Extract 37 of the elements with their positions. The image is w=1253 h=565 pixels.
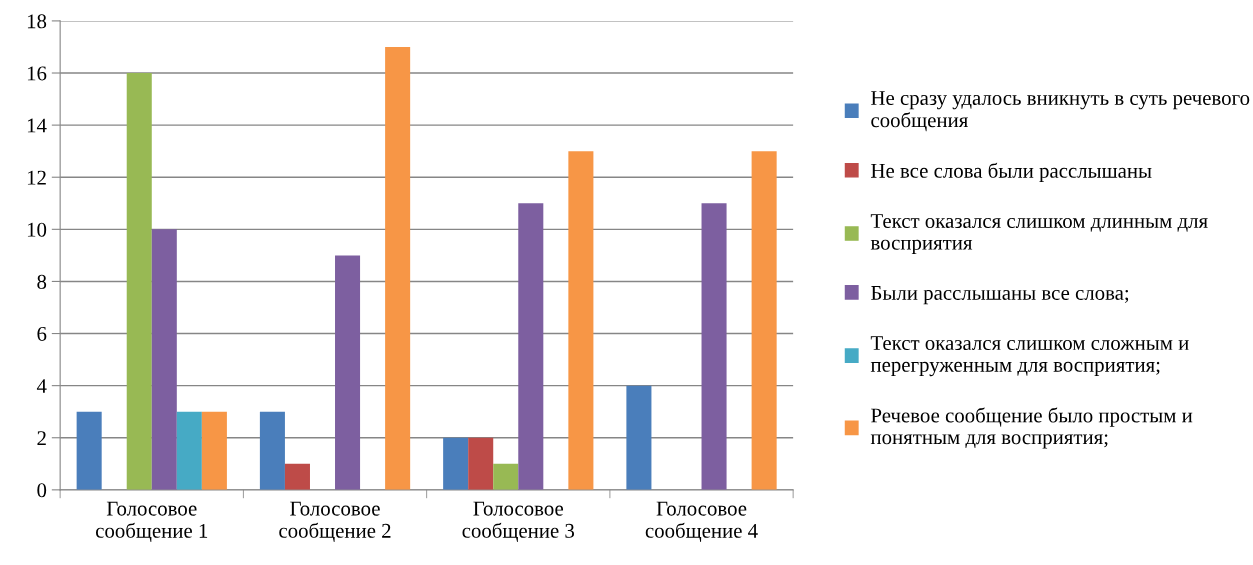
bar — [468, 437, 494, 490]
bar — [626, 385, 652, 490]
y-tick-label: 14 — [27, 118, 47, 133]
bar — [176, 411, 202, 490]
bar — [284, 463, 310, 490]
bar — [201, 411, 227, 490]
y-tick-label: 16 — [27, 66, 47, 81]
x-tick-label: Голосовое сообщение 3 — [462, 501, 575, 542]
y-tick-label: 4 — [36, 379, 47, 393]
y-tick-label: 6 — [37, 326, 47, 341]
bar — [335, 255, 361, 490]
bar — [443, 437, 469, 490]
legend-label: Не все слова были расслышаны — [871, 162, 1152, 183]
legend-label: Не сразу удалось вникнуть в суть речевого сообщения — [871, 91, 1250, 132]
x-tick-label: Голосовое сообщение 4 — [645, 501, 758, 542]
bar — [493, 463, 519, 490]
x-tick-label: Голосовое сообщение 2 — [279, 501, 391, 542]
legend-label: Были расслышаны все слова; — [871, 286, 1129, 305]
y-tick-label: 12 — [27, 170, 46, 185]
bar — [385, 46, 411, 490]
legend-label: Текст оказался слишком сложным и перегруженным для восприятия; — [870, 336, 1189, 377]
bar — [568, 151, 594, 490]
bar — [76, 411, 102, 490]
y-tick-label: 10 — [27, 222, 47, 237]
bar — [518, 203, 544, 490]
bar — [701, 203, 727, 490]
bar — [259, 411, 285, 490]
legend-label: Текст оказался слишком длинным для восприятия — [870, 214, 1208, 255]
y-tick-label: 8 — [37, 274, 47, 289]
y-tick-label: 2 — [37, 431, 46, 445]
x-tick-label: Голосовое сообщение 1 — [95, 501, 208, 542]
bar — [151, 229, 177, 490]
bar — [751, 151, 777, 490]
legend-label: Речевое сообщение было простым и понятным для восприятия; — [870, 407, 1193, 449]
y-tick-label: 18 — [27, 14, 47, 29]
y-tick-label: 0 — [37, 483, 47, 498]
bar — [126, 73, 152, 490]
